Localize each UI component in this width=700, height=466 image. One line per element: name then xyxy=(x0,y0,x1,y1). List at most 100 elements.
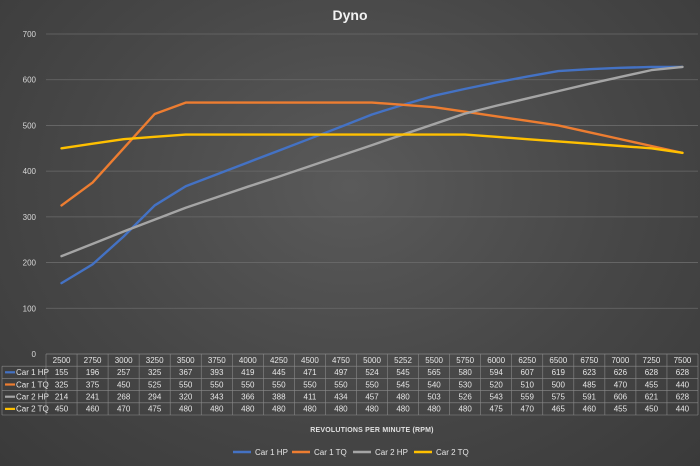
data-label: 550 xyxy=(241,380,255,389)
series-line-car-2-tq xyxy=(60,133,684,155)
series-line-car-1-hp xyxy=(60,65,684,285)
x-tick-label: 4500 xyxy=(301,356,319,365)
table-series-label: Car 1 HP xyxy=(16,368,49,377)
y-tick-label: 500 xyxy=(23,121,37,130)
data-label: 550 xyxy=(365,380,379,389)
data-label: 480 xyxy=(334,405,348,414)
y-tick-label: 0 xyxy=(32,350,37,359)
data-label: 619 xyxy=(552,368,566,377)
data-label: 480 xyxy=(427,405,441,414)
data-label: 155 xyxy=(55,368,69,377)
data-label: 524 xyxy=(365,368,379,377)
x-tick-label: 5500 xyxy=(425,356,443,365)
data-label: 480 xyxy=(303,405,317,414)
data-label: 559 xyxy=(521,393,535,402)
gridlines xyxy=(46,33,698,355)
x-tick-label: 4250 xyxy=(270,356,288,365)
table-series-label: Car 2 HP xyxy=(16,393,49,402)
y-tick-label: 700 xyxy=(23,30,37,39)
data-label: 460 xyxy=(583,405,597,414)
data-label: 621 xyxy=(645,393,659,402)
data-label: 525 xyxy=(148,380,162,389)
data-label: 591 xyxy=(583,393,597,402)
data-table: 2500 2750 3000 3250 3500 3750 4000 4250 4500 4750… xyxy=(1,353,699,416)
y-tick-label: 400 xyxy=(23,167,37,176)
data-label: 241 xyxy=(86,393,100,402)
series-line-car-2-hp xyxy=(60,65,684,258)
data-label: 545 xyxy=(396,380,410,389)
data-label: 480 xyxy=(210,405,224,414)
data-label: 628 xyxy=(645,368,659,377)
data-label: 565 xyxy=(427,368,441,377)
data-label: 419 xyxy=(241,368,255,377)
x-axis-label: REVOLUTIONS PER MINUTE (RPM) xyxy=(310,427,433,434)
y-tick-label: 600 xyxy=(23,76,37,85)
data-label: 440 xyxy=(676,405,690,414)
data-label: 470 xyxy=(614,380,628,389)
data-label: 268 xyxy=(117,393,131,402)
data-label: 575 xyxy=(552,393,566,402)
x-tick-label: 6000 xyxy=(487,356,505,365)
data-label: 470 xyxy=(521,405,535,414)
legend-label: Car 1 HP xyxy=(255,448,288,457)
data-label: 628 xyxy=(676,393,690,402)
chart-title: Dyno xyxy=(333,7,368,23)
data-label: 457 xyxy=(365,393,379,402)
data-label: 550 xyxy=(272,380,286,389)
data-label: 294 xyxy=(148,393,162,402)
data-label: 510 xyxy=(521,380,535,389)
data-label: 628 xyxy=(676,368,690,377)
x-tick-label: 4000 xyxy=(239,356,257,365)
data-label: 550 xyxy=(303,380,317,389)
data-label: 393 xyxy=(210,368,224,377)
y-tick-label: 200 xyxy=(23,259,37,268)
x-tick-label: 2500 xyxy=(53,356,71,365)
data-label: 320 xyxy=(179,393,193,402)
data-label: 475 xyxy=(148,405,162,414)
data-label: 214 xyxy=(55,393,69,402)
data-label: 545 xyxy=(396,368,410,377)
data-label: 388 xyxy=(272,393,286,402)
legend-label: Car 2 HP xyxy=(375,448,408,457)
data-label: 480 xyxy=(241,405,255,414)
x-tick-label: 7500 xyxy=(674,356,692,365)
data-label: 543 xyxy=(490,393,504,402)
x-tick-label: 3750 xyxy=(208,356,226,365)
data-label: 503 xyxy=(427,393,441,402)
series-line-car-1-tq xyxy=(60,101,684,207)
data-label: 480 xyxy=(458,405,472,414)
data-label: 450 xyxy=(55,405,69,414)
x-tick-label: 6250 xyxy=(518,356,536,365)
data-label: 520 xyxy=(490,380,504,389)
y-tick-label: 100 xyxy=(23,304,37,313)
data-label: 366 xyxy=(241,393,255,402)
data-label: 497 xyxy=(334,368,348,377)
table-series-label: Car 1 TQ xyxy=(16,380,49,389)
x-tick-label: 5750 xyxy=(456,356,474,365)
legend-label: Car 2 TQ xyxy=(436,448,469,457)
x-tick-label: 5252 xyxy=(394,356,412,365)
data-label: 455 xyxy=(645,380,659,389)
x-tick-label: 3250 xyxy=(146,356,164,365)
x-tick-label: 7250 xyxy=(643,356,661,365)
legend: Car 1 HP Car 1 TQ Car 2 HP Car 2 TQ xyxy=(233,448,469,457)
x-tick-label: 6500 xyxy=(549,356,567,365)
data-label: 343 xyxy=(210,393,224,402)
data-label: 626 xyxy=(614,368,628,377)
x-tick-label: 4750 xyxy=(332,356,350,365)
legend-label: Car 1 TQ xyxy=(314,448,347,457)
data-label: 480 xyxy=(396,393,410,402)
data-label: 540 xyxy=(427,380,441,389)
data-label: 530 xyxy=(458,380,472,389)
data-label: 325 xyxy=(148,368,162,377)
data-label: 367 xyxy=(179,368,193,377)
data-label: 455 xyxy=(614,405,628,414)
data-label: 580 xyxy=(458,368,472,377)
data-label: 325 xyxy=(55,380,69,389)
y-axis: 0 100 200 300 400 500 600 700 xyxy=(23,30,37,359)
x-tick-label: 6750 xyxy=(580,356,598,365)
data-label: 480 xyxy=(179,405,193,414)
data-label: 550 xyxy=(334,380,348,389)
x-tick-label: 5000 xyxy=(363,356,381,365)
